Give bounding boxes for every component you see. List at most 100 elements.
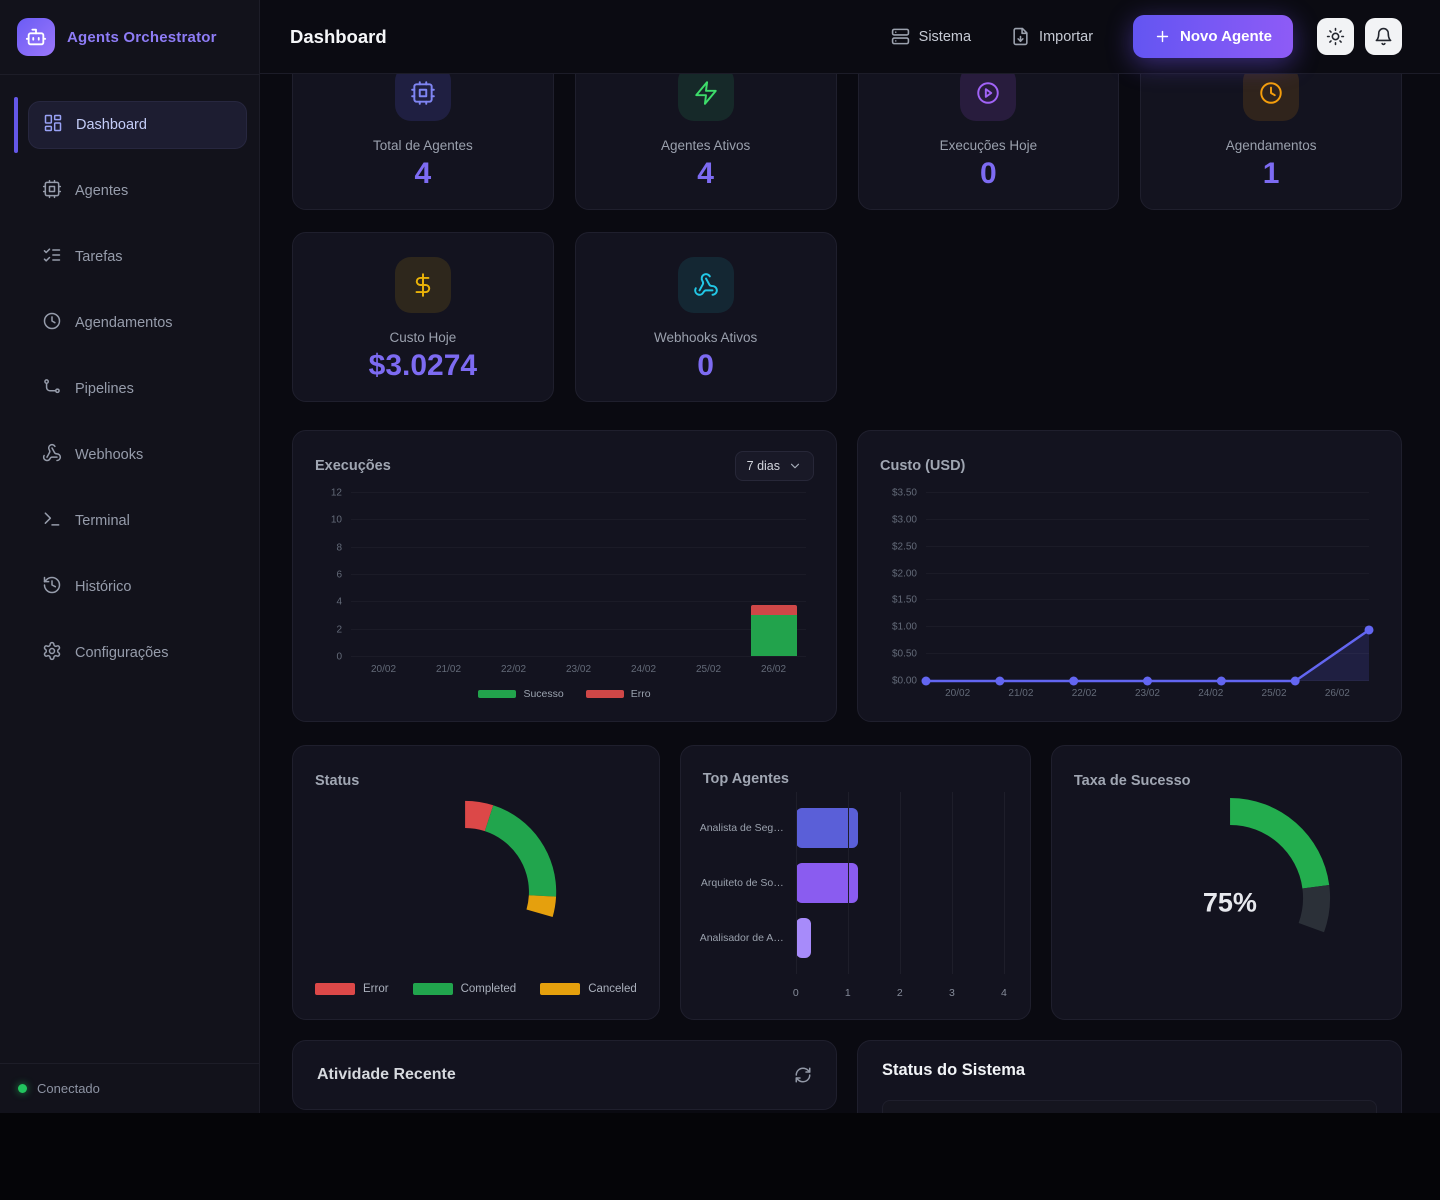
zap-icon bbox=[677, 74, 734, 121]
cost-chart: $0.00 $0.50 $1.00 $1.50 $2.00 $2.50 $3.00 $3.50… bbox=[880, 488, 1379, 699]
success-rate-card: Taxa de Sucesso 75% bbox=[1050, 745, 1402, 1020]
legend-label: Sucesso bbox=[523, 688, 564, 700]
stat-label: Agentes Ativos bbox=[660, 138, 751, 153]
executions-chart-card: Execuções 7 dias 0 2 4 6 8 10 12 20/02 21/02 22/0… bbox=[292, 430, 837, 722]
system-button-label: Sistema bbox=[918, 28, 972, 45]
gridline bbox=[926, 545, 1369, 547]
bar-segment-erro bbox=[750, 605, 797, 615]
x-tick-label: 26/02 bbox=[1324, 688, 1350, 699]
stat-value: 4 bbox=[697, 157, 714, 190]
x-tick-label: 3 bbox=[948, 987, 955, 999]
sidebar-item-dashboard[interactable]: Dashboard bbox=[14, 97, 247, 153]
stats-row-2: Custo Hoje $3.0274 Webhooks Ativos 0 bbox=[292, 232, 1402, 402]
top-agents-plot: Analista de Seg… Arquiteto de So… Analisad… bbox=[700, 792, 1008, 999]
connection-status: Conectado bbox=[0, 1063, 259, 1113]
stat-value: 0 bbox=[980, 157, 997, 190]
range-select[interactable]: 7 dias bbox=[734, 451, 814, 481]
new-agent-button[interactable]: Novo Agente bbox=[1133, 15, 1293, 58]
stat-value: 4 bbox=[414, 157, 432, 190]
stat-card-custo-hoje: Custo Hoje $3.0274 bbox=[292, 232, 554, 402]
import-button[interactable]: Importar bbox=[1011, 27, 1093, 46]
y-tick-label: 8 bbox=[336, 542, 342, 554]
notifications-button[interactable] bbox=[1365, 18, 1402, 55]
stat-card-webhooks-ativos: Webhooks Ativos 0 bbox=[574, 232, 837, 402]
top-agents-chart-card: Top Agentes Analista de Seg… Arquiteto de… bbox=[679, 745, 1031, 1020]
import-button-label: Importar bbox=[1039, 28, 1094, 45]
brand-name: Agents Orchestrator bbox=[67, 28, 217, 46]
legend-label: Canceled bbox=[588, 983, 637, 995]
status-chart-card: Status Error Completed Canceled bbox=[292, 745, 660, 1020]
cpu-icon bbox=[394, 74, 451, 121]
gridline bbox=[795, 792, 797, 974]
x-tick-label: 23/02 bbox=[565, 664, 592, 675]
bar bbox=[795, 918, 812, 958]
stat-label: Custo Hoje bbox=[389, 330, 457, 345]
top-agents-chart: Analista de Seg… Arquiteto de So… Analisad… bbox=[700, 792, 1008, 999]
webhook-icon bbox=[42, 443, 62, 467]
x-tick-label: 23/02 bbox=[1134, 688, 1160, 699]
gridline bbox=[351, 519, 806, 521]
x-tick-label: 26/02 bbox=[760, 664, 787, 675]
executions-legend: Sucesso Erro bbox=[315, 688, 814, 700]
y-tick-label: $3.50 bbox=[891, 487, 917, 499]
sidebar-item-label: Dashboard bbox=[76, 117, 147, 133]
sidebar-item-tarefas[interactable]: Tarefas bbox=[28, 233, 247, 281]
sidebar-item-webhooks[interactable]: Webhooks bbox=[28, 431, 247, 479]
success-rate-title: Taxa de Sucesso bbox=[1073, 773, 1191, 789]
gridline bbox=[351, 628, 806, 630]
stat-label: Webhooks Ativos bbox=[653, 330, 758, 345]
cost-line-svg bbox=[921, 625, 1374, 686]
header-actions: Sistema Importar Novo Agente bbox=[891, 15, 1402, 58]
gridline bbox=[351, 656, 806, 657]
page-title: Dashboard bbox=[290, 25, 387, 47]
gridline bbox=[351, 601, 806, 603]
gridline bbox=[926, 599, 1369, 601]
sun-icon bbox=[1326, 27, 1345, 46]
stat-card-agendamentos: Agendamentos 1 bbox=[1140, 74, 1402, 210]
x-axis-labels: 20/02 21/02 22/02 23/02 24/02 25/02 26/02 bbox=[926, 688, 1369, 699]
brand: Agents Orchestrator bbox=[0, 0, 259, 75]
gridline bbox=[926, 653, 1369, 655]
terminal-icon bbox=[42, 509, 62, 533]
refresh-icon bbox=[794, 1066, 812, 1084]
x-tick-label: 20/02 bbox=[370, 664, 397, 675]
y-tick-label: $2.00 bbox=[891, 568, 917, 580]
status-donut-chart bbox=[315, 798, 637, 983]
theme-toggle-button[interactable] bbox=[1317, 18, 1354, 55]
pipeline-icon bbox=[42, 377, 62, 401]
sidebar-item-historico[interactable]: Histórico bbox=[28, 563, 247, 611]
gridline bbox=[351, 546, 806, 548]
category-label: Arquiteto de So… bbox=[700, 877, 784, 889]
refresh-button[interactable] bbox=[794, 1066, 812, 1084]
gridline bbox=[847, 792, 849, 974]
y-tick-label: $1.50 bbox=[891, 594, 917, 606]
cost-chart-card: Custo (USD) $0.00 $0.50 $1.00 $1.50 $2.00 $2.… bbox=[857, 430, 1402, 722]
legend-swatch bbox=[585, 690, 624, 698]
legend-label: Erro bbox=[630, 688, 651, 700]
x-tick-label: 21/02 bbox=[1008, 688, 1034, 699]
legend-label: Completed bbox=[460, 983, 517, 995]
sidebar-item-label: Agentes bbox=[75, 183, 129, 199]
donut-segment-completed bbox=[484, 805, 557, 897]
clock-icon bbox=[1243, 74, 1300, 121]
connection-dot bbox=[18, 1084, 27, 1093]
connection-label: Conectado bbox=[37, 1081, 100, 1096]
sidebar-item-agendamentos[interactable]: Agendamentos bbox=[28, 299, 247, 347]
x-tick-label: 25/02 bbox=[695, 664, 722, 675]
sidebar-item-pipelines[interactable]: Pipelines bbox=[28, 365, 247, 413]
sidebar-item-agentes[interactable]: Agentes bbox=[28, 167, 247, 215]
sidebar: Agents Orchestrator Dashboard Agentes Tare… bbox=[0, 0, 260, 1113]
system-button[interactable]: Sistema bbox=[891, 27, 971, 46]
y-tick-label: $3.00 bbox=[891, 514, 917, 526]
x-axis-labels: 20/02 21/02 22/02 23/02 24/02 25/02 26/02 bbox=[351, 664, 806, 675]
sidebar-item-configuracoes[interactable]: Configurações bbox=[28, 629, 247, 677]
x-tick-label: 22/02 bbox=[1071, 688, 1097, 699]
legend-item-erro: Erro bbox=[585, 688, 651, 700]
status-chart-title: Status bbox=[315, 773, 360, 789]
gridline bbox=[926, 572, 1369, 574]
bar bbox=[795, 863, 859, 903]
settings-icon bbox=[42, 641, 62, 665]
range-select-value: 7 dias bbox=[746, 459, 780, 473]
sidebar-item-terminal[interactable]: Terminal bbox=[28, 497, 247, 545]
executions-chart: 0 2 4 6 8 10 12 20/02 21/02 22/02 23/02 24/02 25/02 2… bbox=[315, 488, 814, 700]
